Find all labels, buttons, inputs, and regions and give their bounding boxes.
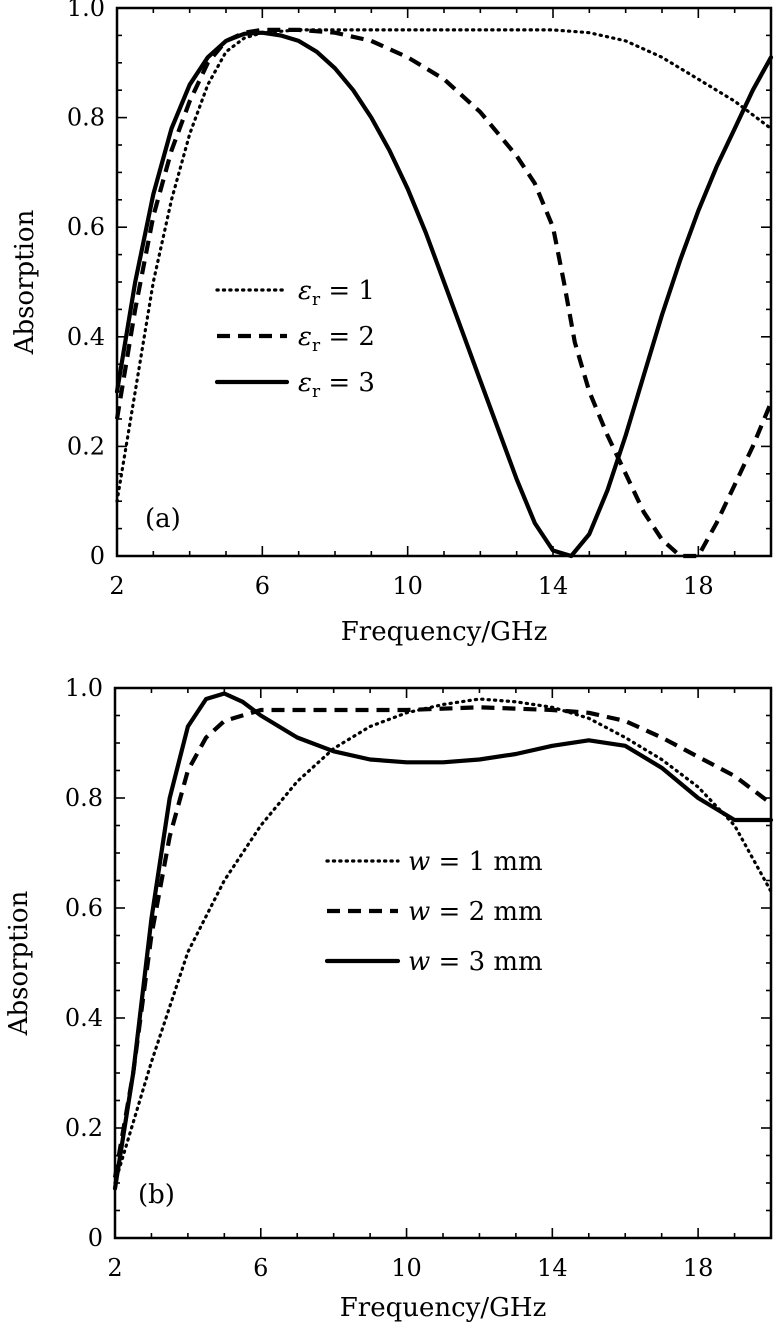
- series-line-solid: [112, 691, 774, 1191]
- y-axis-label: Absorption: [10, 209, 40, 355]
- legend-label: w = 1 mm: [408, 847, 543, 877]
- x-axis-label: Frequency/GHz: [341, 617, 548, 647]
- legend-label: εr = 2: [298, 322, 375, 356]
- series-line-dotted: [113, 697, 773, 1185]
- x-tick-label: 6: [255, 572, 270, 600]
- x-tick-label: 6: [253, 1254, 268, 1282]
- chart-panel-a: 2 6 10 14 18 0 0.2 0.4 0.6 0.8 1.0 Frequency/GHz Abs…: [10, 0, 774, 647]
- y-tick-label: 0.2: [67, 432, 105, 460]
- y-tick-label: 0.4: [67, 323, 105, 351]
- y-tick-label: 0.4: [65, 1004, 103, 1032]
- series-line-solid: [114, 30, 774, 559]
- x-axis-label: Frequency/GHz: [340, 1293, 547, 1323]
- legend: w = 1 mm w = 2 mm w = 3 mm: [324, 847, 543, 977]
- x-tick-label: 10: [392, 572, 423, 600]
- x-tick-label: 18: [683, 572, 714, 600]
- chart-panel-b: 2 6 10 14 18 0 0.2 0.4 0.6 0.8 1.0 Frequency/GHz Abs…: [4, 674, 774, 1323]
- y-axis-label: Absorption: [4, 890, 34, 1036]
- y-tick-label: 0.8: [67, 104, 105, 132]
- y-tick-label: 1.0: [65, 674, 103, 702]
- x-tick-label: 14: [537, 1254, 568, 1282]
- panel-label: (a): [145, 504, 181, 534]
- legend-label: εr = 1: [298, 276, 375, 310]
- y-tick-label: 0.8: [65, 784, 103, 812]
- panel-label: (b): [138, 1180, 175, 1210]
- y-tick-label: 0.6: [67, 213, 105, 241]
- legend-label: w = 3 mm: [408, 947, 543, 977]
- series-line-dashed: [114, 27, 773, 559]
- x-tick-label: 2: [107, 1254, 122, 1282]
- x-tick-label: 10: [391, 1254, 422, 1282]
- legend: εr = 1 εr = 2 εr = 3: [214, 276, 375, 402]
- x-tick-label: 14: [538, 572, 569, 600]
- series-line-dashed: [112, 705, 773, 1178]
- x-tick-label: 18: [683, 1254, 714, 1282]
- y-tick-label: 0.2: [65, 1114, 103, 1142]
- legend-label: εr = 3: [298, 368, 375, 402]
- series-line-dotted: [115, 28, 773, 503]
- y-tick-label: 0.6: [65, 894, 103, 922]
- y-tick-label: 0: [90, 542, 105, 570]
- legend-label: w = 2 mm: [408, 897, 543, 927]
- y-tick-label: 1.0: [67, 0, 105, 22]
- y-tick-label: 0: [88, 1224, 103, 1252]
- x-tick-label: 2: [109, 572, 124, 600]
